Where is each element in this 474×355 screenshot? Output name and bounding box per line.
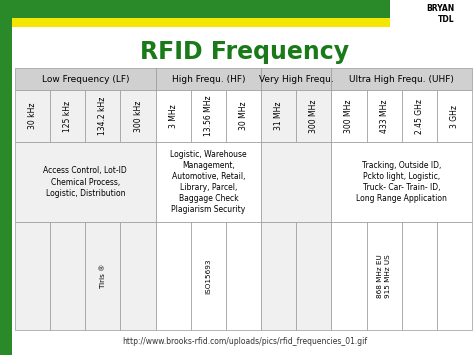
Bar <box>331 222 366 330</box>
Bar <box>366 90 401 142</box>
Bar <box>390 0 474 27</box>
Text: 868 MHz EU
915 MHz US: 868 MHz EU 915 MHz US <box>377 254 391 298</box>
Text: Access Control, Lot-ID
Chemical Process,
Logistic, Distribution: Access Control, Lot-ID Chemical Process,… <box>44 166 127 198</box>
Bar <box>191 90 226 142</box>
Text: 3 GHz: 3 GHz <box>450 104 459 127</box>
Bar <box>0 0 12 355</box>
Text: 125 kHz: 125 kHz <box>63 100 72 132</box>
Text: 2.45 GHz: 2.45 GHz <box>415 98 424 133</box>
Bar <box>50 222 85 330</box>
Text: Very High Frequ.: Very High Frequ. <box>259 75 334 83</box>
Text: 3 MHz: 3 MHz <box>169 104 178 128</box>
Text: 300 MHz: 300 MHz <box>310 99 319 133</box>
Bar <box>15 142 155 222</box>
Bar <box>15 90 50 142</box>
Bar <box>331 90 366 142</box>
Text: 433 MHz: 433 MHz <box>380 99 389 133</box>
Text: Ultra High Frequ. (UHF): Ultra High Frequ. (UHF) <box>349 75 454 83</box>
Bar <box>155 222 191 330</box>
Bar <box>401 90 437 142</box>
Text: Tiris ®: Tiris ® <box>100 264 106 288</box>
Text: http://www.brooks-rfid.com/uploads/pics/rfid_frequencies_01.gif: http://www.brooks-rfid.com/uploads/pics/… <box>122 338 367 346</box>
Bar <box>85 90 120 142</box>
Text: 13.56 MHz: 13.56 MHz <box>204 96 213 136</box>
Text: RFID Frequency: RFID Frequency <box>140 40 349 64</box>
Bar <box>437 90 472 142</box>
Bar <box>331 68 472 90</box>
Bar <box>0 18 390 27</box>
Bar <box>155 142 261 222</box>
Text: 31 MHz: 31 MHz <box>274 102 283 130</box>
Bar <box>261 68 331 90</box>
Text: 134.2 kHz: 134.2 kHz <box>99 97 108 135</box>
Text: High Frequ. (HF): High Frequ. (HF) <box>172 75 245 83</box>
Bar <box>155 90 191 142</box>
Bar <box>85 222 120 330</box>
Text: BRYAN
TDL: BRYAN TDL <box>427 4 455 24</box>
Text: 300 MHz: 300 MHz <box>345 99 354 133</box>
Text: 30 kHz: 30 kHz <box>28 103 37 129</box>
Bar <box>437 222 472 330</box>
Bar <box>261 222 296 330</box>
Bar <box>0 0 474 18</box>
Bar <box>296 90 331 142</box>
Text: 300 kHz: 300 kHz <box>134 100 143 132</box>
Bar <box>155 68 261 90</box>
Bar <box>226 90 261 142</box>
Bar <box>226 222 261 330</box>
Text: ISO15693: ISO15693 <box>205 258 211 294</box>
Bar <box>401 222 437 330</box>
Bar <box>15 222 50 330</box>
Bar <box>191 222 226 330</box>
Bar <box>261 90 296 142</box>
Bar <box>296 222 331 330</box>
Bar <box>120 222 155 330</box>
Text: 30 MHz: 30 MHz <box>239 102 248 130</box>
Bar <box>120 90 155 142</box>
Bar <box>331 142 472 222</box>
Bar <box>261 142 331 222</box>
Text: Logistic, Warehouse
Management,
Automotive, Retail,
Library, Parcel,
Baggage Che: Logistic, Warehouse Management, Automoti… <box>170 150 246 214</box>
Bar <box>15 68 155 90</box>
Text: Low Frequency (LF): Low Frequency (LF) <box>42 75 129 83</box>
Bar <box>50 90 85 142</box>
Text: Tracking, Outside ID,
Pckto light, Logistic,
Truck- Car- Train- ID,
Long Range A: Tracking, Outside ID, Pckto light, Logis… <box>356 161 447 203</box>
Bar <box>366 222 401 330</box>
